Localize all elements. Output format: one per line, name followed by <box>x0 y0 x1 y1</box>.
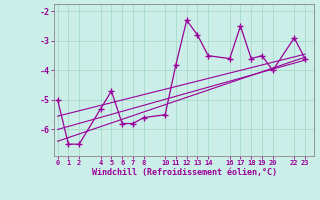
X-axis label: Windchill (Refroidissement éolien,°C): Windchill (Refroidissement éolien,°C) <box>92 168 276 177</box>
